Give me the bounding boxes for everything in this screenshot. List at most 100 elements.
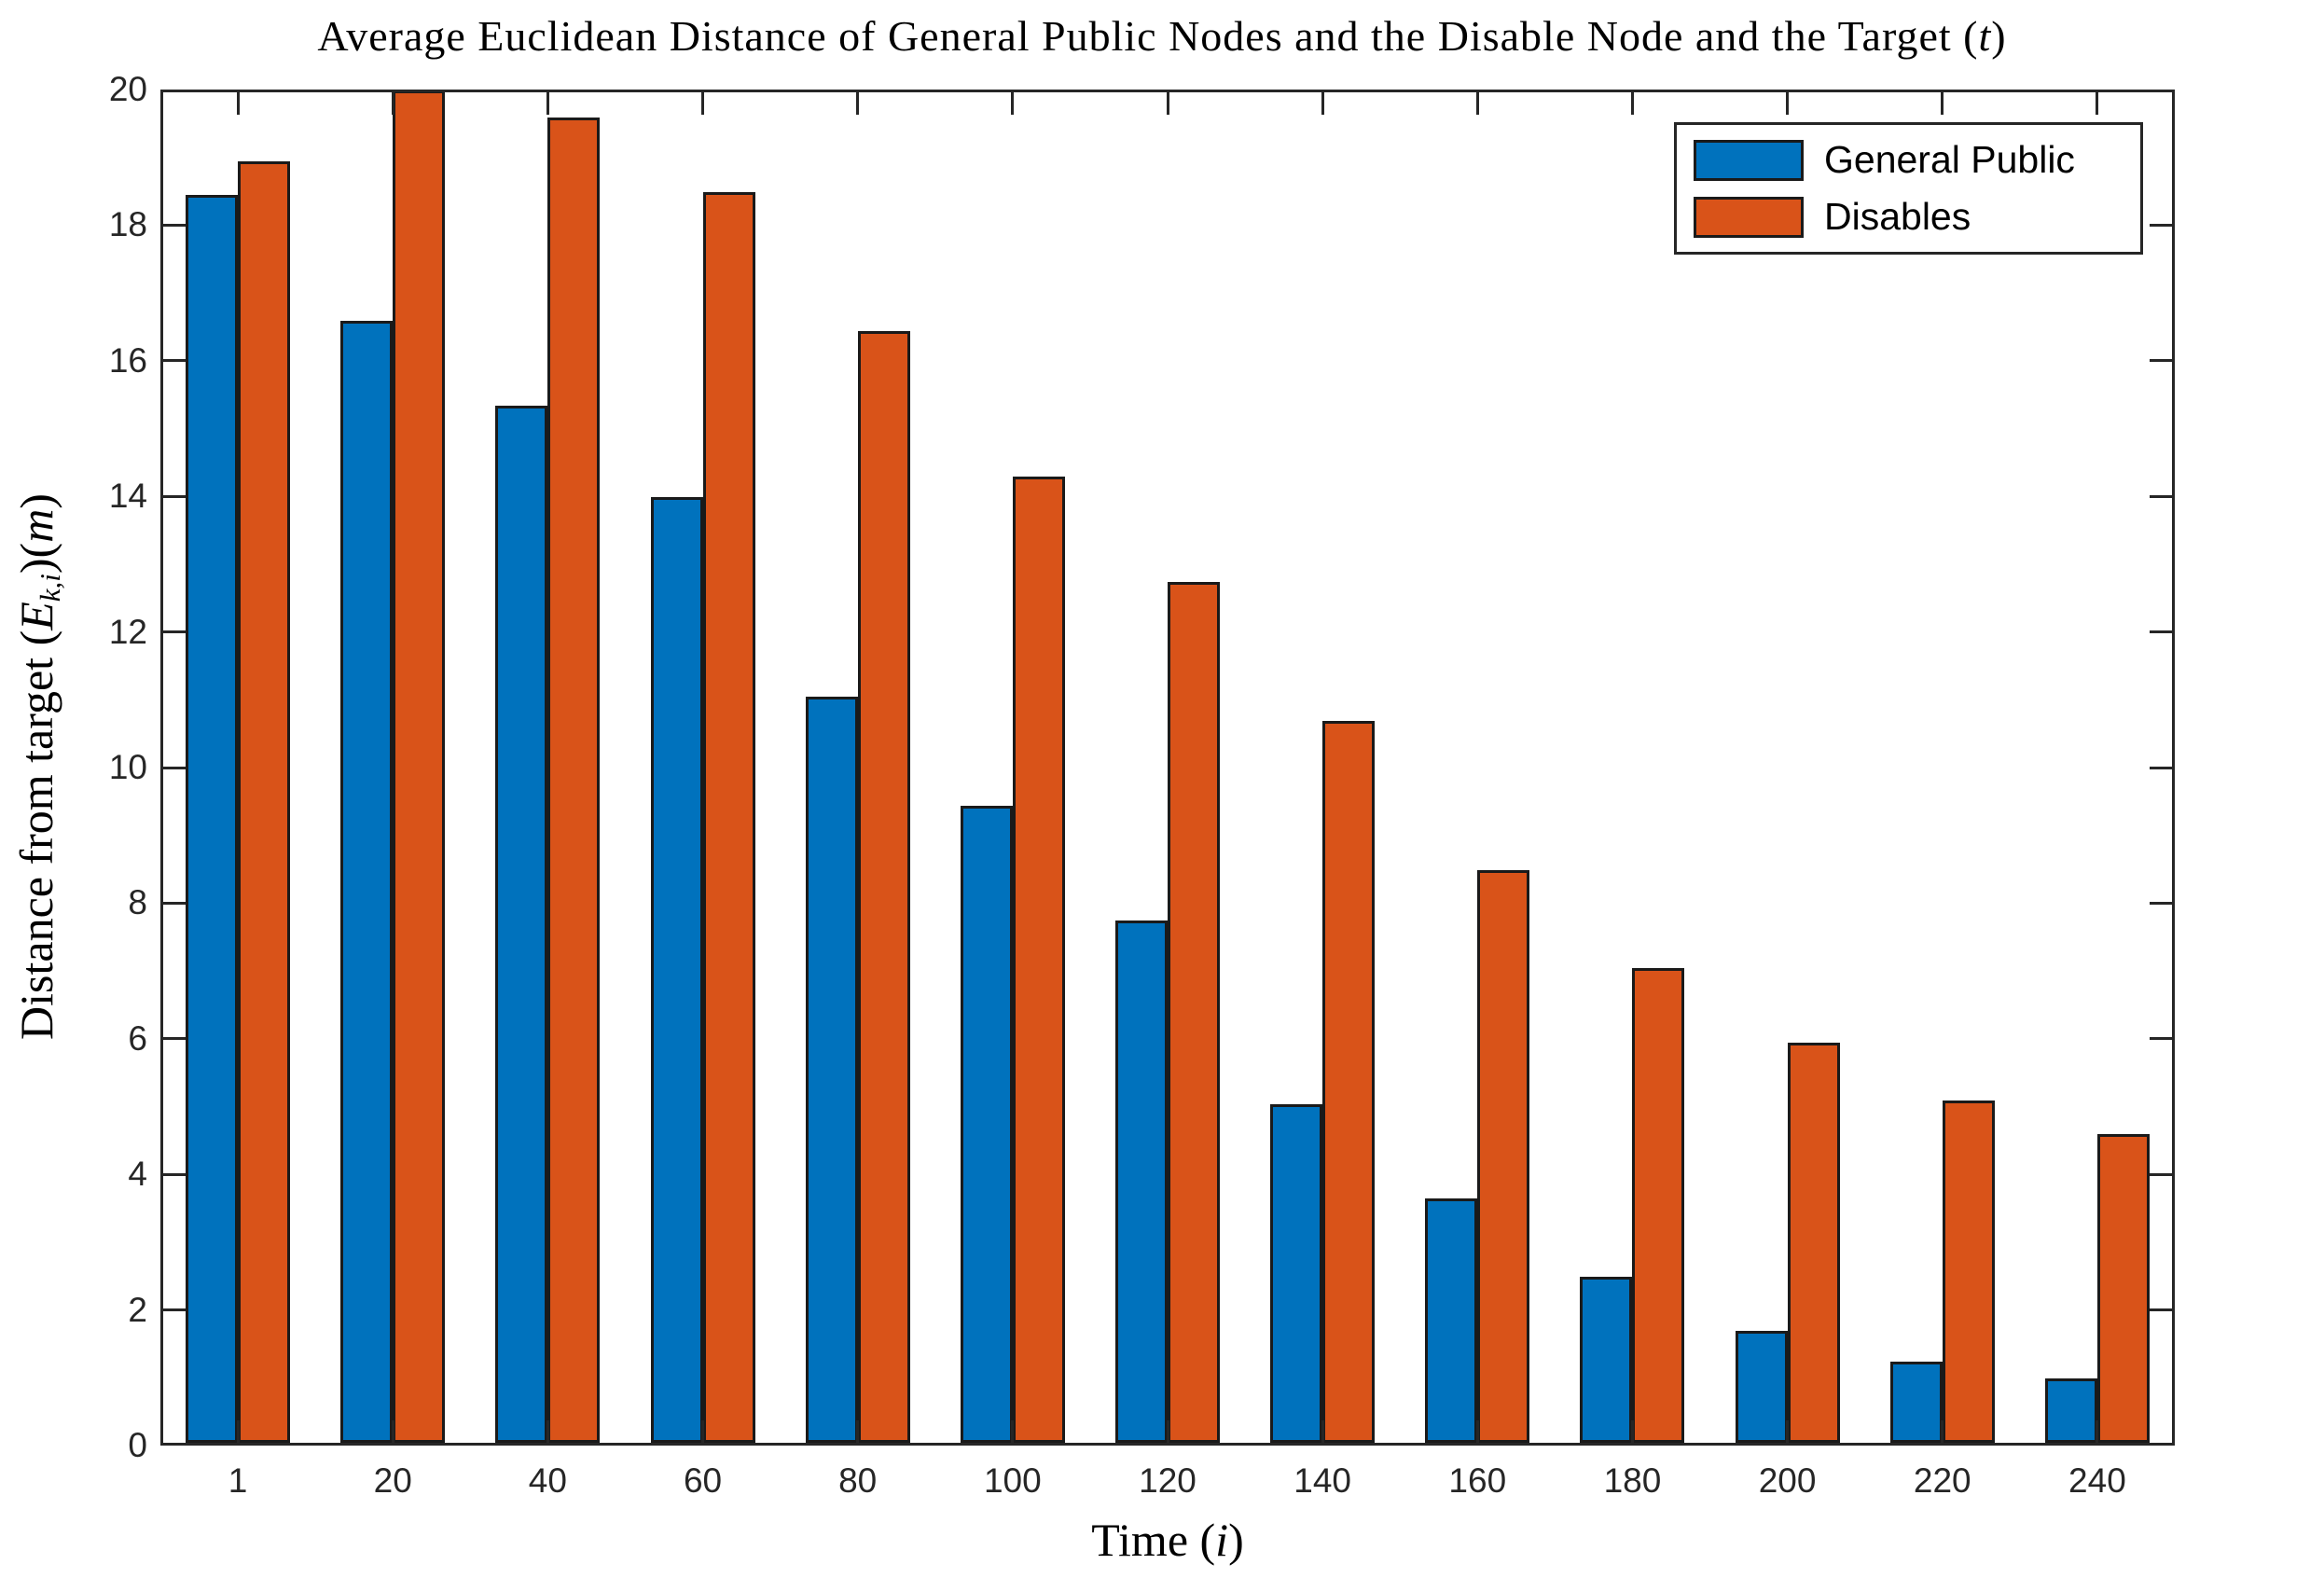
x-tick-bottom-120	[1166, 1420, 1169, 1443]
chart-title: Average Euclidean Distance of General Pu…	[0, 11, 2324, 61]
y-tick-label-6: 6	[128, 1018, 147, 1058]
legend-item-general-public: General Public	[1677, 138, 2140, 182]
x-tick-top-180	[1630, 92, 1634, 115]
bar-disables-220	[1942, 1100, 1995, 1443]
x-tick-label-1: 1	[228, 1461, 248, 1500]
x-tick-top-20	[391, 92, 394, 115]
y-tick-left-12	[163, 630, 186, 634]
bar-general-public-220	[1889, 1361, 1943, 1443]
x-tick-bottom-20	[391, 1420, 394, 1443]
x-tick-bottom-180	[1630, 1420, 1634, 1443]
y-tick-right-4	[2150, 1172, 2172, 1176]
bar-general-public-100	[960, 805, 1013, 1443]
x-tick-label-40: 40	[528, 1461, 567, 1500]
x-tick-bottom-160	[1475, 1420, 1479, 1443]
x-tick-label-100: 100	[983, 1461, 1042, 1500]
y-tick-right-2	[2150, 1308, 2172, 1312]
bar-general-public-80	[805, 697, 858, 1443]
bar-general-public-20	[340, 320, 394, 1443]
y-axis-label-subscript: k,i	[33, 574, 66, 602]
y-tick-right-8	[2150, 901, 2172, 905]
legend-label-general-public: General Public	[1824, 138, 2075, 181]
y-axis-label-mid: )(	[10, 542, 62, 575]
x-tick-top-120	[1166, 92, 1169, 115]
y-tick-right-16	[2150, 359, 2172, 363]
x-tick-top-200	[1786, 92, 1790, 115]
legend-swatch-disables	[1694, 196, 1804, 238]
x-tick-top-100	[1011, 92, 1015, 115]
y-tick-left-16	[163, 359, 186, 363]
x-tick-bottom-140	[1321, 1420, 1324, 1443]
x-tick-bottom-80	[856, 1420, 860, 1443]
bar-general-public-200	[1735, 1331, 1788, 1443]
x-tick-label-220: 220	[1913, 1461, 1971, 1500]
x-axis-label-text: Time (	[1091, 1514, 1216, 1566]
x-tick-top-40	[546, 92, 549, 115]
bar-general-public-180	[1580, 1276, 1633, 1443]
x-tick-top-1	[236, 92, 240, 115]
x-tick-label-140: 140	[1293, 1461, 1351, 1500]
y-tick-left-4	[163, 1172, 186, 1176]
x-tick-top-160	[1475, 92, 1479, 115]
y-tick-label-10: 10	[108, 748, 147, 786]
bar-general-public-140	[1270, 1103, 1323, 1443]
chart-title-variable: t	[1978, 12, 1992, 60]
y-tick-label-8: 8	[128, 883, 147, 922]
y-tick-left-6	[163, 1037, 186, 1041]
legend-label-disables: Disables	[1824, 195, 1971, 238]
x-tick-top-80	[856, 92, 860, 115]
y-tick-right-10	[2150, 766, 2172, 769]
y-tick-label-4: 4	[128, 1155, 147, 1194]
x-tick-label-200: 200	[1758, 1461, 1817, 1500]
legend-swatch-general-public	[1694, 139, 1804, 181]
x-tick-label-160: 160	[1448, 1461, 1507, 1500]
x-tick-top-220	[1941, 92, 1944, 115]
y-tick-label-12: 12	[108, 612, 147, 651]
x-axis-label-variable: i	[1215, 1514, 1229, 1566]
x-tick-label-60: 60	[683, 1461, 723, 1500]
bar-disables-80	[857, 330, 910, 1443]
bar-disables-40	[547, 117, 601, 1443]
x-tick-bottom-1	[236, 1420, 240, 1443]
x-tick-top-140	[1321, 92, 1324, 115]
bar-disables-120	[1168, 581, 1220, 1443]
x-tick-bottom-40	[546, 1420, 549, 1443]
bar-general-public-60	[650, 496, 703, 1443]
bar-disables-240	[2096, 1134, 2150, 1443]
x-tick-bottom-200	[1786, 1420, 1790, 1443]
y-tick-right-18	[2150, 223, 2172, 227]
bar-disables-100	[1012, 477, 1065, 1443]
y-tick-label-18: 18	[108, 205, 147, 244]
bar-disables-60	[702, 191, 755, 1443]
x-tick-label-120: 120	[1139, 1461, 1197, 1500]
bar-disables-20	[393, 90, 446, 1443]
bar-disables-200	[1787, 1043, 1840, 1443]
x-axis-label-close-paren: )	[1228, 1514, 1244, 1566]
chart-title-text: Average Euclidean Distance of General Pu…	[317, 12, 1979, 60]
y-tick-right-6	[2150, 1037, 2172, 1041]
bar-general-public-40	[495, 405, 548, 1443]
x-tick-top-60	[701, 92, 705, 115]
x-tick-bottom-60	[701, 1420, 705, 1443]
y-tick-left-18	[163, 223, 186, 227]
x-axis-label: Time (i)	[981, 1513, 1354, 1567]
y-tick-right-12	[2150, 630, 2172, 634]
chart-title-close-paren: )	[1991, 12, 2007, 60]
x-tick-label-20: 20	[373, 1461, 412, 1500]
legend: General Public Disables	[1674, 122, 2143, 255]
y-axis-label-text: Distance from target (	[10, 630, 62, 1040]
x-tick-label-80: 80	[838, 1461, 878, 1500]
y-tick-left-2	[163, 1308, 186, 1312]
y-tick-label-2: 2	[128, 1290, 147, 1329]
y-tick-label-0: 0	[128, 1426, 147, 1464]
bar-disables-140	[1322, 720, 1376, 1443]
y-tick-label-20: 20	[108, 70, 147, 108]
x-tick-bottom-240	[2096, 1420, 2099, 1443]
y-tick-right-14	[2150, 494, 2172, 498]
y-tick-left-8	[163, 901, 186, 905]
bar-disables-160	[1477, 869, 1530, 1443]
bar-disables-180	[1632, 968, 1685, 1443]
y-tick-left-14	[163, 494, 186, 498]
x-tick-bottom-220	[1941, 1420, 1944, 1443]
